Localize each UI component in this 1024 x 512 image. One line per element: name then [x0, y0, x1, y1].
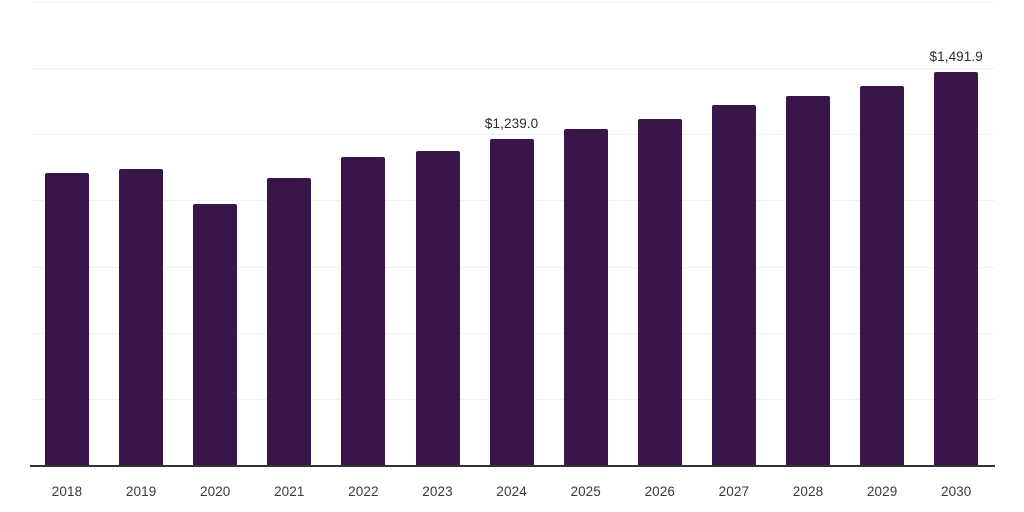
x-tick-2028: 2028	[792, 484, 824, 499]
bar-2023[interactable]	[415, 150, 460, 466]
x-tick-2018: 2018	[51, 484, 83, 499]
x-tick-2023: 2023	[422, 484, 453, 499]
x-tick-2026: 2026	[644, 484, 676, 499]
x-tick-2022: 2022	[348, 484, 379, 499]
bar-value-label-2030: $1,491.9	[929, 49, 983, 65]
bar-2024[interactable]	[489, 138, 534, 466]
bar-2029[interactable]	[860, 85, 905, 466]
bar-2022[interactable]	[341, 156, 386, 466]
x-tick-2021: 2021	[274, 484, 305, 499]
x-tick-2025: 2025	[570, 484, 601, 499]
bar-2030[interactable]	[934, 72, 979, 466]
bar-2025[interactable]	[563, 128, 608, 466]
x-tick-2027: 2027	[718, 484, 750, 499]
x-tick-2020: 2020	[199, 484, 231, 499]
x-tick-2029: 2029	[866, 484, 898, 499]
bar-value-label-2024: $1,239.0	[484, 115, 539, 131]
bar-2027[interactable]	[711, 104, 756, 466]
x-axis-line	[30, 465, 995, 467]
x-tick-2019: 2019	[125, 484, 157, 499]
bar-2026[interactable]	[637, 118, 682, 466]
x-tick-2024: 2024	[496, 484, 527, 499]
x-tick-2030: 2030	[940, 484, 972, 499]
bar-2018[interactable]	[45, 173, 89, 466]
bar-2021[interactable]	[267, 178, 312, 466]
bar-2019[interactable]	[119, 169, 164, 466]
bar-2028[interactable]	[786, 96, 830, 466]
bar-2020[interactable]	[193, 204, 238, 466]
